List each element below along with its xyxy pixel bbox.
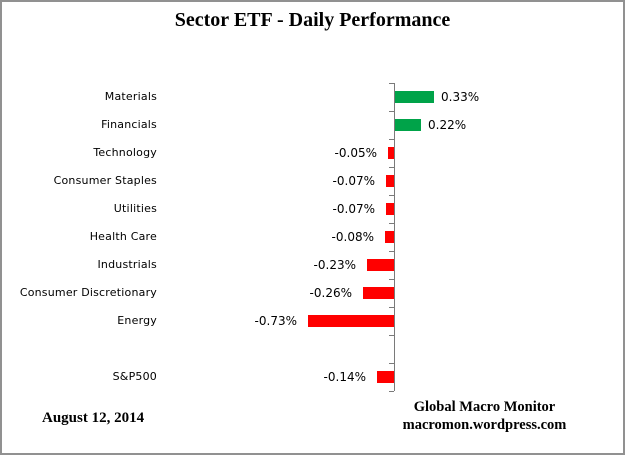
category-label: Energy [117, 314, 157, 327]
category-label: Materials [104, 90, 157, 103]
category-label: S&P500 [112, 370, 157, 383]
credit-line-1: Global Macro Monitor [413, 399, 556, 415]
axis-tick [389, 251, 394, 252]
value-label: -0.14% [323, 370, 366, 384]
footer-date: August 12, 2014 [42, 410, 145, 426]
value-label: -0.07% [332, 202, 375, 216]
negative-bar [388, 147, 394, 159]
category-label: Financials [101, 118, 157, 131]
credit-line-2: macromon.wordpress.com [402, 416, 567, 433]
value-label: -0.08% [331, 230, 374, 244]
axis-tick [389, 223, 394, 224]
positive-bar [395, 91, 434, 103]
category-label: Consumer Discretionary [19, 286, 157, 299]
negative-bar [377, 371, 394, 383]
value-label: 0.33% [441, 90, 480, 104]
category-label: Consumer Staples [53, 174, 157, 187]
axis-tick [389, 307, 394, 308]
axis-tick [389, 279, 394, 280]
category-label: Technology [93, 146, 157, 159]
axis-tick [389, 363, 394, 364]
footer-credit: Global Macro Monitor macromon.wordpress.… [377, 399, 592, 434]
negative-bar [385, 231, 394, 243]
axis-tick [389, 391, 394, 392]
chart-title: Sector ETF - Daily Performance [174, 9, 451, 31]
axis-tick [389, 111, 394, 112]
negative-bar [386, 175, 394, 187]
value-label: 0.22% [428, 118, 467, 132]
zero-axis-line [394, 83, 395, 391]
axis-tick [389, 195, 394, 196]
negative-bar [308, 315, 394, 327]
value-label: -0.23% [313, 258, 356, 272]
value-label: -0.07% [332, 174, 375, 188]
axis-tick [389, 335, 394, 336]
category-label: Industrials [97, 258, 157, 271]
category-label: Health Care [89, 230, 157, 243]
value-label: -0.73% [254, 314, 297, 328]
negative-bar [363, 287, 394, 299]
negative-bar [386, 203, 394, 215]
category-label: Utilities [113, 202, 157, 215]
axis-tick [389, 83, 394, 84]
negative-bar [367, 259, 394, 271]
positive-bar [395, 119, 421, 131]
axis-tick [389, 167, 394, 168]
value-label: -0.26% [309, 286, 352, 300]
value-label: -0.05% [334, 146, 377, 160]
axis-tick [389, 139, 394, 140]
